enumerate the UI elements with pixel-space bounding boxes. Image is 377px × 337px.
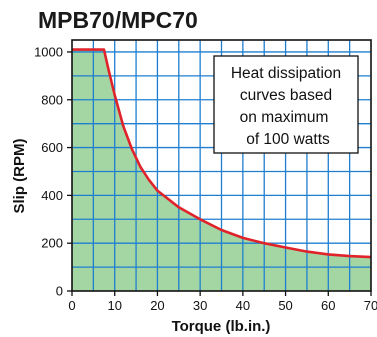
area-fill	[72, 49, 371, 291]
y-axis-label: Slip (RPM)	[11, 139, 28, 214]
y-tick-label: 1000	[34, 44, 63, 59]
plot-area: 0 10 20 30 40 50 60 70 0 200 400 600 800 1000 Heat dis…	[34, 39, 377, 313]
x-tick-label: 60	[321, 298, 335, 313]
x-tick-label: 20	[150, 298, 164, 313]
y-tick-label: 400	[41, 188, 63, 203]
series-line	[72, 48, 372, 259]
x-tick-label: 40	[236, 298, 250, 313]
x-tick-label: 50	[278, 298, 292, 313]
annotation-box	[213, 55, 359, 154]
x-tick-label: 10	[107, 298, 121, 313]
y-tick-label: 0	[56, 284, 63, 299]
y-tick-label: 200	[41, 236, 63, 251]
x-tick-label: 70	[364, 298, 377, 313]
x-tick-label: 0	[68, 298, 75, 313]
annotation-line: on maximum	[240, 109, 329, 126]
chart-title: MPB70/MPC70	[38, 7, 198, 33]
plot-frame	[71, 39, 372, 292]
y-tick-label: 800	[41, 92, 63, 107]
annotation-line: of 100 watts	[246, 131, 330, 148]
annotation-line: curves based	[240, 87, 332, 104]
x-tick-label: 30	[193, 298, 207, 313]
annotation-line: Heat dissipation	[231, 65, 341, 82]
x-axis-label: Torque (lb.in.)	[172, 318, 271, 335]
y-tick-label: 600	[41, 140, 63, 155]
